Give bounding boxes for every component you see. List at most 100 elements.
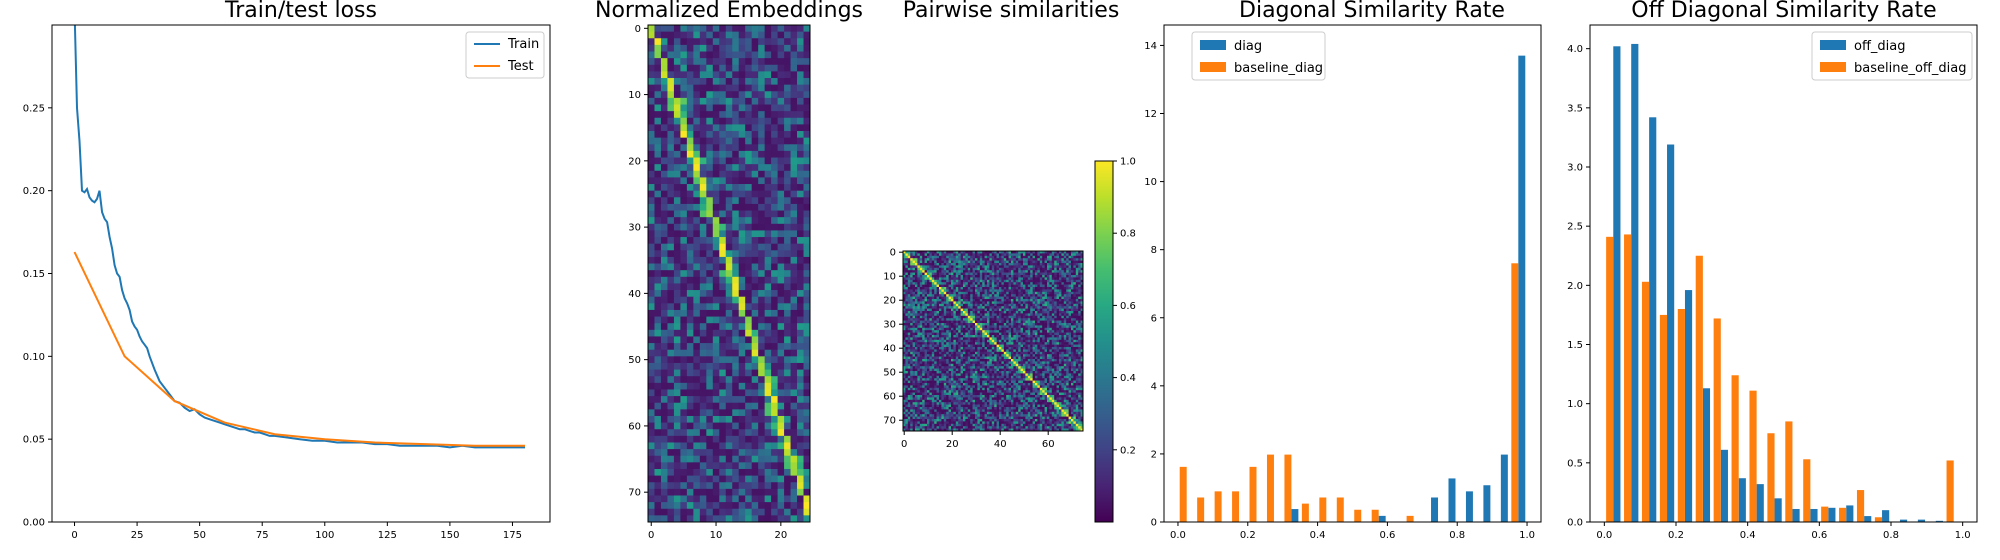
embedding-cell xyxy=(803,508,811,516)
similarity-cell xyxy=(1080,323,1084,326)
similarity-cell xyxy=(951,284,954,288)
embedding-cell xyxy=(797,137,804,145)
similarity-cell xyxy=(1068,289,1072,293)
similarity-cell xyxy=(910,323,913,326)
similarity-cell xyxy=(1011,258,1014,261)
embedding-cell xyxy=(693,323,701,331)
similarity-cell xyxy=(919,263,923,266)
similarity-cell xyxy=(1059,320,1062,324)
embedding-cell xyxy=(686,303,694,311)
similarity-cell xyxy=(951,325,954,329)
embedding-cell xyxy=(803,415,811,423)
similarity-cell xyxy=(1073,342,1077,345)
similarity-cell xyxy=(1078,308,1081,312)
embedding-cell xyxy=(680,270,688,278)
similarity-cell xyxy=(972,337,976,341)
similarity-cell xyxy=(958,301,961,305)
embedding-cell xyxy=(654,455,662,463)
similarity-cell xyxy=(989,332,993,336)
similarity-cell xyxy=(1066,263,1069,266)
similarity-cell xyxy=(1025,253,1029,257)
similarity-cell xyxy=(1047,263,1050,266)
similarity-cell xyxy=(927,294,930,297)
embedding-cell xyxy=(667,415,675,423)
similarity-cell xyxy=(1049,287,1053,290)
embedding-cell xyxy=(667,64,675,72)
similarity-cell xyxy=(1011,255,1014,259)
similarity-cell xyxy=(1061,272,1065,276)
embedding-cell xyxy=(745,356,753,364)
similarity-cell xyxy=(972,258,976,261)
similarity-cell xyxy=(970,318,973,321)
similarity-cell xyxy=(996,282,1000,285)
embedding-cell xyxy=(725,237,733,245)
similarity-cell xyxy=(984,337,988,341)
similarity-cell xyxy=(939,296,942,300)
embedding-cell xyxy=(693,303,701,311)
embedding-cell xyxy=(712,91,720,99)
similarity-cell xyxy=(941,282,945,285)
similarity-cell xyxy=(1035,342,1038,345)
similarity-cell xyxy=(1011,311,1014,314)
embedding-cell xyxy=(797,117,804,125)
embedding-cell xyxy=(738,111,746,119)
embedding-cell xyxy=(732,369,740,377)
similarity-cell xyxy=(946,272,949,276)
similarity-cell xyxy=(1042,342,1045,345)
similarity-cell xyxy=(1059,284,1062,288)
similarity-cell xyxy=(1080,342,1084,345)
similarity-cell xyxy=(1061,306,1065,309)
embedding-cell xyxy=(751,402,759,410)
embedding-cell xyxy=(797,276,804,284)
embedding-cell xyxy=(764,97,772,105)
similarity-cell xyxy=(979,320,983,324)
similarity-cell xyxy=(999,263,1002,266)
similarity-cell xyxy=(1006,289,1009,293)
similarity-cell xyxy=(953,287,957,290)
embedding-cell xyxy=(660,449,668,457)
similarity-cell xyxy=(1001,265,1005,269)
embedding-cell xyxy=(725,488,733,496)
embedding-cell xyxy=(764,58,772,66)
similarity-cell xyxy=(955,284,959,288)
similarity-cell xyxy=(1054,313,1057,317)
embedding-cell xyxy=(719,376,727,384)
embedding-cell xyxy=(648,250,655,258)
similarity-cell xyxy=(948,335,952,338)
embedding-cell xyxy=(751,495,759,503)
similarity-cell xyxy=(1071,255,1074,259)
similarity-cell xyxy=(970,325,973,329)
embedding-cell xyxy=(790,31,798,39)
similarity-cell xyxy=(915,325,918,329)
embedding-cell xyxy=(712,303,720,311)
similarity-cell xyxy=(927,289,930,293)
similarity-cell xyxy=(1015,323,1019,326)
similarity-cell xyxy=(912,277,916,281)
similarity-cell xyxy=(1042,255,1045,259)
similarity-cell xyxy=(931,344,935,348)
similarity-cell xyxy=(915,315,918,319)
similarity-cell xyxy=(953,260,957,264)
similarity-cell xyxy=(1027,279,1031,283)
embedding-cell xyxy=(719,124,727,132)
similarity-cell xyxy=(1025,279,1029,283)
embedding-cell xyxy=(712,104,720,112)
similarity-cell xyxy=(1003,267,1007,271)
similarity-cell xyxy=(982,251,985,254)
embedding-cell xyxy=(751,455,759,463)
embedding-cell xyxy=(797,157,804,165)
similarity-cell xyxy=(1049,279,1053,283)
embedding-cell xyxy=(654,104,662,112)
similarity-cell xyxy=(1042,318,1045,321)
similarity-cell xyxy=(943,291,947,295)
similarity-cell xyxy=(910,251,913,254)
similarity-cell xyxy=(1075,294,1079,297)
similarity-cell xyxy=(1032,270,1036,273)
similarity-cell xyxy=(979,265,983,269)
similarity-cell xyxy=(912,284,916,288)
embedding-cell xyxy=(667,150,675,158)
similarity-cell xyxy=(1080,258,1084,261)
embedding-cell xyxy=(751,44,759,52)
similarity-cell xyxy=(1013,315,1017,319)
embedding-cell xyxy=(758,502,766,510)
